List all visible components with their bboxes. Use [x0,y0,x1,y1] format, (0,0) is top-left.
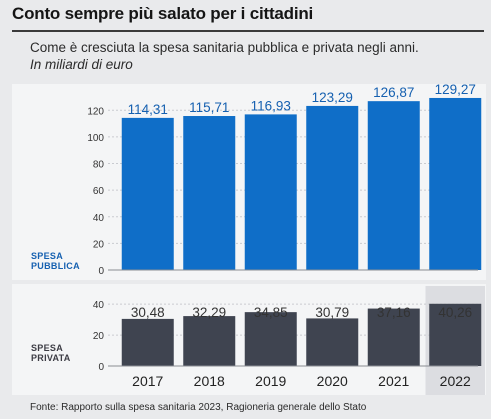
public-tick-label-20: 20 [93,239,105,250]
public-bar-2022 [429,97,482,270]
private-series-label: SPESA PRIVATA [31,343,71,363]
public-tick-label-60: 60 [93,186,105,197]
private-bar-2019 [244,312,297,366]
private-value-label-2022: 40,26 [438,305,472,320]
private-tick-label-20: 20 [93,331,105,342]
public-value-label-2022: 129,27 [435,82,476,97]
public-label-line2: PUBBLICA [31,261,80,271]
public-bar-2020 [306,105,359,270]
private-bar-2018 [183,316,236,366]
public-tick-label-100: 100 [87,133,104,144]
public-bar-2017 [121,117,174,271]
x-axis-year-label-2020: 2020 [317,373,348,389]
source-note: Fonte: Rapporto sulla spesa sanitaria 20… [30,402,367,413]
x-axis-year-label-2018: 2018 [194,373,225,389]
public-value-label-2019: 116,93 [251,98,291,113]
x-axis-year-label-2019: 2019 [255,373,286,389]
private-label-line2: PRIVATA [31,353,71,363]
private-value-label-2019: 34,85 [254,305,288,320]
chart-subtitle: Come è cresciuta la spesa sanitaria pubb… [30,40,419,55]
public-value-label-2017: 114,31 [128,102,168,117]
title-divider [12,30,484,32]
public-tick-label-120: 120 [87,106,104,117]
public-tick-label-80: 80 [93,160,105,171]
public-tick-label-40: 40 [93,213,105,224]
public-value-label-2018: 115,71 [189,100,229,115]
x-axis-year-label-2022: 2022 [440,373,471,389]
unit-note: In miliardi di euro [30,57,133,72]
private-tick-label-0: 0 [98,362,104,373]
public-value-label-2021: 126,87 [373,85,414,100]
private-bar-2021 [367,308,420,366]
private-value-label-2020: 30,79 [315,305,349,320]
private-bar-2020 [306,318,359,366]
chart-title: Conto sempre più salato per i cittadini [12,4,314,23]
private-value-label-2018: 32,29 [192,305,226,320]
private-tick-label-40: 40 [93,300,105,311]
private-value-label-2017: 30,48 [131,305,165,320]
public-bar-2018 [183,116,236,270]
private-label-line1: SPESA [31,343,64,353]
private-bar-2022 [429,303,482,366]
x-axis-year-label-2017: 2017 [132,373,163,389]
public-series-label: SPESA PUBBLICA [31,251,80,271]
public-value-label-2020: 123,29 [312,90,353,105]
public-label-line1: SPESA [31,251,64,261]
public-bar-2019 [244,114,297,270]
public-bar-2021 [367,101,420,270]
x-axis-year-label-2021: 2021 [378,373,409,389]
private-bar-2017 [121,318,174,366]
private-value-label-2021: 37,16 [377,305,411,320]
public-tick-label-0: 0 [98,266,104,277]
